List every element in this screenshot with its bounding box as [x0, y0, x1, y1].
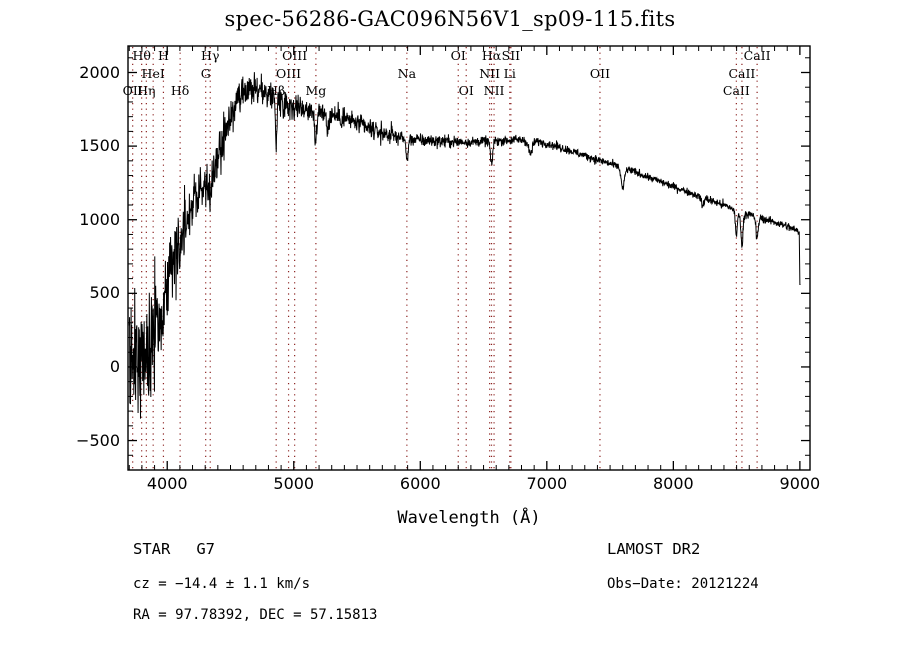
spectrum-trace	[128, 72, 801, 419]
plot-frame	[127, 45, 811, 471]
x-tick-label: 8000	[652, 474, 694, 493]
line-label-OI: OI	[458, 83, 474, 98]
line-label-H: Hα	[481, 48, 502, 63]
line-label-SII: SII	[501, 48, 521, 63]
y-tick-label: 0	[109, 356, 120, 376]
line-label-OI: OI	[450, 48, 466, 63]
line-label-Li: Li	[503, 66, 516, 81]
x-tick-label: 4000	[146, 474, 188, 493]
line-label-HeI: HeI	[141, 66, 165, 81]
footer-coordinates: RA = 97.78392, DEC = 57.15813	[133, 607, 378, 623]
x-axis-title: Wavelength (Å)	[397, 508, 541, 528]
y-tick-label: 1000	[79, 209, 120, 229]
line-label-NII: NII	[479, 66, 501, 81]
y-tick-label: 2000	[79, 62, 120, 82]
x-tick-label: 6000	[399, 474, 441, 493]
y-tick-label: 500	[89, 283, 120, 303]
x-tick-labels: 4000 5000 6000 7000 8000 9000	[0, 474, 900, 504]
x-tick-label: 7000	[526, 474, 568, 493]
footer-obs-date: Obs−Date: 20121224	[607, 576, 759, 592]
footer-survey: LAMOST DR2	[607, 540, 701, 558]
line-label-Na: Na	[397, 66, 417, 81]
line-label-OII: OII	[589, 66, 611, 81]
line-label-CaII: CaII	[743, 48, 771, 63]
x-tick-label: 9000	[779, 474, 821, 493]
y-tick-label: 1500	[79, 136, 120, 156]
plot-border	[127, 45, 811, 471]
footer-redshift: cz = −14.4 ± 1.1 km/s	[133, 576, 311, 592]
page-title: spec-56286-GAC096N56V1_sp09-115.fits	[224, 7, 676, 31]
footer-subclass: G7	[196, 540, 215, 558]
line-label-H: Hη	[137, 83, 156, 98]
line-label-H: H	[157, 48, 169, 63]
y-tick-labels: 2000 1500 1000 500 0 −500	[48, 0, 120, 650]
line-label-CaII: CaII	[722, 83, 750, 98]
y-tick-label: −500	[76, 430, 120, 450]
axis-ticks	[128, 46, 810, 470]
line-label-H: Hδ	[170, 83, 190, 98]
footer-object-class: STAR	[133, 540, 171, 558]
line-label-Mg: Mg	[305, 83, 327, 98]
line-label-G: G	[200, 66, 211, 81]
x-tick-label: 5000	[273, 474, 315, 493]
line-label-CaII: CaII	[728, 66, 756, 81]
footer-object-class-row: STAR G7	[133, 540, 215, 558]
spectral-line-marker-lines	[132, 47, 758, 469]
line-label-NII: NII	[483, 83, 505, 98]
